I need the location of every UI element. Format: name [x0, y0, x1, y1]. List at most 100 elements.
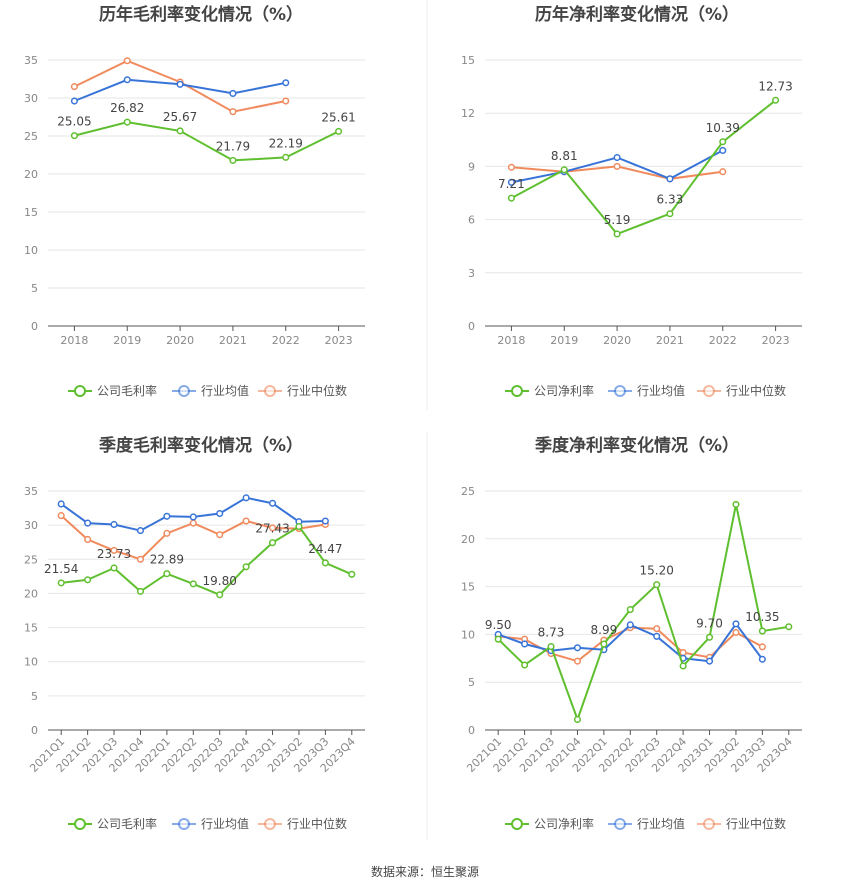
annual-gross-y-tick-label: 35: [24, 54, 38, 67]
quarterly-gross-series-point-0: [136, 587, 145, 595]
quarterly-net-legend-marker: [614, 818, 626, 830]
annual-net-series-point-2: [613, 162, 621, 170]
annual-gross-legend-marker: [74, 385, 86, 397]
annual-gross-y-tick-label: 10: [24, 244, 38, 257]
quarterly-gross-series-point-0: [163, 570, 171, 578]
annual-net-title: 历年净利率变化情况（%）: [535, 4, 739, 25]
annual-gross-y-tick-label: 30: [24, 92, 38, 105]
annual-gross-series-point-0: [229, 156, 237, 164]
quarterly-gross-data-label: 19.80: [203, 574, 237, 588]
quarterly-net-data-label: 9.70: [696, 616, 723, 630]
annual-gross-x-tick-label: 2018: [60, 334, 88, 347]
annual-gross-data-label: 25.05: [57, 115, 91, 129]
quarterly-net-series-point-0: [732, 500, 740, 508]
quarterly-gross-y-tick-label: 30: [24, 519, 38, 532]
quarterly-gross-data-label: 21.54: [44, 562, 78, 576]
annual-gross-series-point-1: [123, 76, 131, 84]
annual-gross-data-label: 21.79: [216, 139, 250, 153]
annual-net-legend-label: 行业均值: [637, 383, 685, 398]
quarterly-net-series-point-0: [600, 640, 608, 648]
quarterly-gross-data-label: 27.43: [255, 522, 289, 536]
annual-net-legend-marker: [614, 385, 626, 397]
quarterly-gross-y-tick-label: 15: [24, 622, 38, 635]
annual-net-series-point-0: [772, 96, 780, 104]
quarterly-gross-series-point-2: [136, 555, 145, 563]
annual-gross-legend-marker: [178, 385, 190, 397]
quarterly-net-data-label: 10.35: [745, 610, 779, 624]
quarterly-net-series-point-2: [573, 657, 582, 665]
annual-gross-series-point-1: [176, 80, 184, 88]
annual-net-series-point-0: [666, 210, 674, 218]
quarterly-net-series-point-0: [679, 662, 687, 670]
quarterly-gross-series-point-0: [216, 591, 224, 599]
annual-gross-y-tick-label: 5: [31, 282, 38, 295]
annual-net-legend-label: 公司净利率: [534, 383, 594, 398]
annual-gross-x-tick-label: 2023: [325, 334, 353, 347]
annual-net-legend-marker: [511, 385, 523, 397]
annual-net-y-tick-label: 0: [468, 320, 475, 333]
annual-gross-series-point-0: [282, 153, 290, 161]
annual-net-x-tick-label: 2022: [709, 334, 737, 347]
annual-net-series-point-1: [507, 178, 515, 186]
quarterly-net-series-point-0: [521, 661, 529, 669]
annual-gross-series-point-1: [282, 79, 290, 87]
annual-net-series-point-1: [613, 153, 621, 162]
quarterly-gross-series-point-2: [242, 517, 250, 525]
annual-net-x-tick-label: 2020: [603, 334, 631, 347]
annual-gross-legend-label: 行业均值: [201, 383, 249, 398]
annual-net-x-tick-label: 2021: [656, 334, 684, 347]
annual-gross-title: 历年毛利率变化情况（%）: [99, 4, 303, 25]
quarterly-gross-title: 季度毛利率变化情况（%）: [99, 435, 303, 456]
quarterly-gross-series-point-1: [136, 527, 145, 535]
annual-gross-series-point-0: [70, 132, 78, 140]
quarterly-net-series-point-1: [758, 655, 766, 663]
annual-net-series-point-1: [719, 146, 727, 154]
quarterly-net-series-point-2: [679, 649, 687, 657]
quarterly-net-series-point-2: [653, 625, 661, 633]
quarterly-net-legend-marker: [511, 818, 523, 830]
quarterly-gross-series-point-2: [110, 546, 118, 554]
annual-net-series-line-0: [510, 99, 777, 236]
quarterly-net-data-label: 15.20: [640, 564, 674, 578]
annual-gross-x-tick-label: 2020: [166, 334, 194, 347]
quarterly-net-legend-label: 行业均值: [637, 816, 685, 831]
annual-net-series-point-1: [666, 175, 674, 183]
annual-gross-y-tick-label: 25: [24, 130, 38, 143]
quarterly-net-legend-marker: [703, 818, 715, 830]
data-source: 数据来源：恒生聚源: [371, 864, 479, 879]
annual-gross-x-tick-label: 2019: [113, 334, 141, 347]
annual-net-x-tick-label: 2018: [497, 334, 525, 347]
annual-gross-data-label: 26.82: [110, 101, 144, 115]
quarterly-net-legend-label: 行业中位数: [726, 816, 786, 831]
quarterly-net-series-point-1: [732, 620, 740, 628]
quarterly-net-title: 季度净利率变化情况（%）: [535, 435, 739, 456]
annual-gross-series-point-0: [335, 127, 343, 135]
annual-net-series-point-2: [719, 168, 727, 176]
annual-net-y-tick-label: 12: [461, 107, 475, 120]
annual-net-y-tick-label: 15: [461, 54, 475, 67]
annual-gross-series-point-0: [123, 118, 131, 126]
quarterly-gross-legend-label: 行业均值: [201, 816, 249, 831]
quarterly-net-series-point-1: [573, 644, 582, 652]
quarterly-gross-series-point-1: [84, 519, 92, 527]
quarterly-gross-series-point-2: [189, 519, 197, 527]
quarterly-net-data-label: 9.50: [485, 618, 512, 632]
annual-net-series-point-0: [507, 194, 515, 202]
annual-net-data-label: 8.81: [551, 149, 578, 163]
quarterly-gross-series-point-0: [84, 576, 92, 584]
quarterly-gross-series-point-0: [295, 522, 303, 531]
quarterly-gross-series-point-0: [189, 580, 197, 588]
quarterly-net-y-tick-label: 10: [461, 628, 475, 641]
annual-net-data-label: 7.21: [498, 177, 525, 191]
quarterly-gross-series-point-1: [216, 509, 224, 518]
quarterly-net-series-point-2: [732, 628, 740, 637]
quarterly-net-y-tick-label: 15: [461, 581, 475, 594]
quarterly-gross-series-point-1: [321, 517, 329, 525]
quarterly-gross-legend-label: 公司毛利率: [97, 816, 157, 831]
annual-gross-data-label: 25.61: [321, 110, 355, 124]
annual-net-data-label: 6.33: [657, 193, 684, 207]
quarterly-net-series-point-1: [705, 657, 714, 665]
quarterly-gross-series-point-1: [242, 494, 250, 502]
annual-net-x-tick-label: 2023: [762, 334, 790, 347]
quarterly-net-data-label: 8.99: [591, 623, 618, 637]
